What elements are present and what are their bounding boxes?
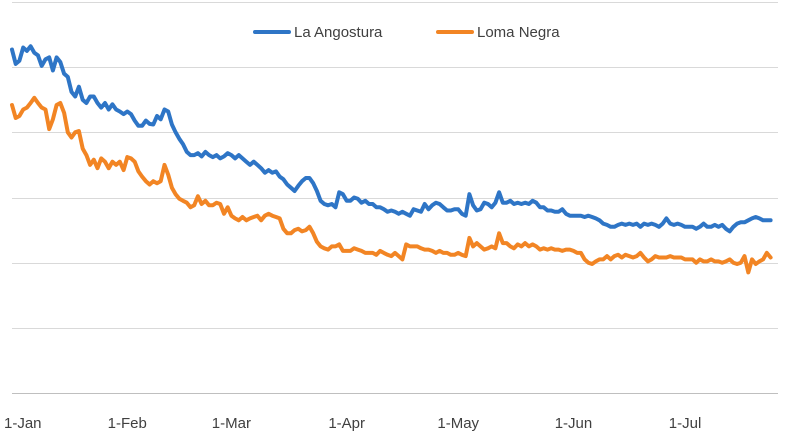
x-tick-label: 1-Feb <box>108 415 147 432</box>
legend: La Angostura Loma Negra <box>253 24 560 41</box>
legend-label-loma-negra: Loma Negra <box>477 24 560 41</box>
x-tick-label: 1-May <box>437 415 479 432</box>
series-line-loma-negra <box>10 95 773 275</box>
x-axis-ticks: 1-Jan 1-Feb 1-Mar 1-Apr 1-May 1-Jun 1-Jul <box>4 415 701 432</box>
x-tick-label: 1-Mar <box>212 415 251 432</box>
legend-label-la-angostura: La Angostura <box>294 24 383 41</box>
gridlines <box>12 2 778 329</box>
x-tick-label: 1-Jul <box>669 415 702 432</box>
x-tick-label: 1-Apr <box>328 415 365 432</box>
series-line-la-angostura <box>10 44 773 234</box>
x-tick-label: 1-Jan <box>4 415 42 432</box>
x-tick-label: 1-Jun <box>555 415 593 432</box>
